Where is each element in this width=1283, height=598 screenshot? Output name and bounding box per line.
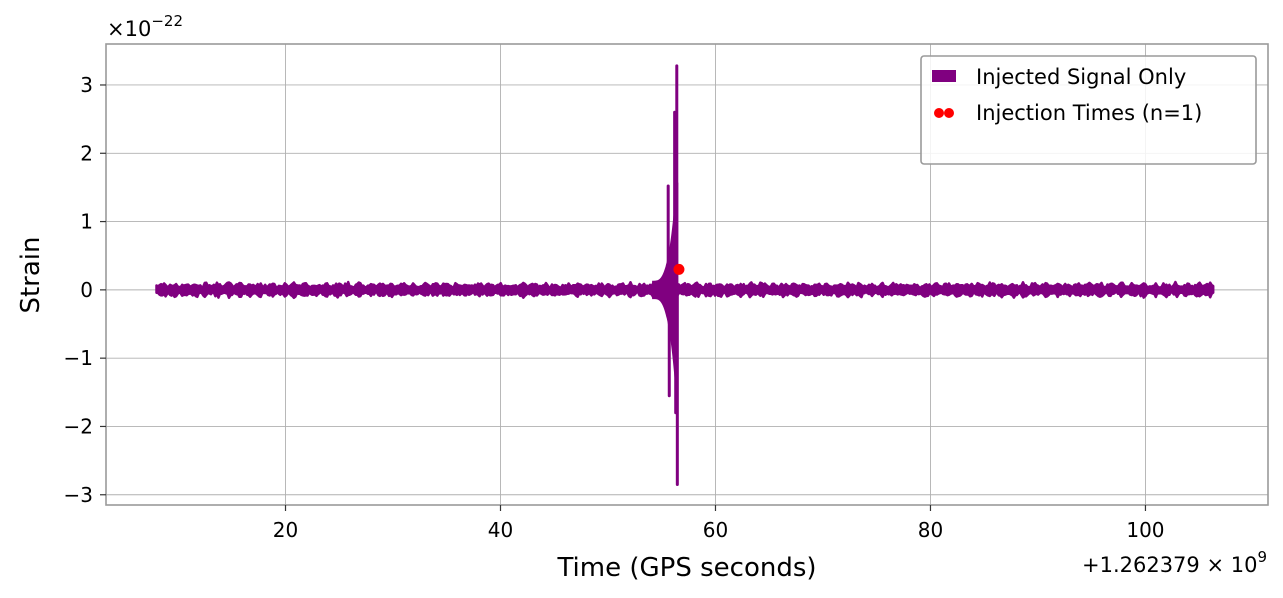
y-tick-label: −2	[64, 414, 93, 438]
y-multiplier: ×10−22	[107, 12, 183, 41]
x-tick-label: 100	[1126, 518, 1164, 542]
x-offset-base: +1.262379 × 10	[1082, 553, 1257, 577]
x-tick-label: 40	[488, 518, 513, 542]
legend-label-injection-times: Injection Times (n=1)	[976, 101, 1202, 125]
legend-marker-injection-times	[944, 108, 954, 118]
y-tick-label: 3	[80, 73, 93, 97]
x-tick-label: 80	[918, 518, 943, 542]
x-tick-label: 60	[703, 518, 728, 542]
ticks: 20 40 60 80 100 −3 −2 −1 0 1 2 3	[64, 73, 1165, 542]
y-tick-label: 0	[80, 278, 93, 302]
y-multiplier-base: ×10	[107, 17, 151, 41]
y-tick-label: −3	[64, 483, 93, 507]
injection-time-marker	[673, 263, 685, 275]
legend-frame	[920, 55, 1257, 165]
x-offset-exponent: 9	[1257, 548, 1267, 566]
plot-area	[155, 64, 1215, 487]
legend-swatch-injected-signal	[932, 70, 956, 82]
y-tick-label: 2	[80, 141, 93, 165]
legend-marker-injection-times	[934, 108, 944, 118]
y-axis-label: Strain	[16, 236, 46, 313]
y-multiplier-exponent: −22	[151, 12, 183, 30]
signal-noise-band	[155, 280, 1215, 300]
x-axis-label: Time (GPS seconds)	[556, 553, 816, 583]
x-tick-label: 20	[273, 518, 298, 542]
y-tick-label: 1	[80, 210, 93, 234]
legend: Injected Signal Only Injection Times (n=…	[920, 55, 1257, 165]
legend-label-injected-signal: Injected Signal Only	[976, 65, 1186, 89]
y-tick-label: −1	[64, 346, 93, 370]
x-offset: +1.262379 × 109	[1082, 548, 1267, 577]
plot-frame	[105, 43, 1269, 506]
